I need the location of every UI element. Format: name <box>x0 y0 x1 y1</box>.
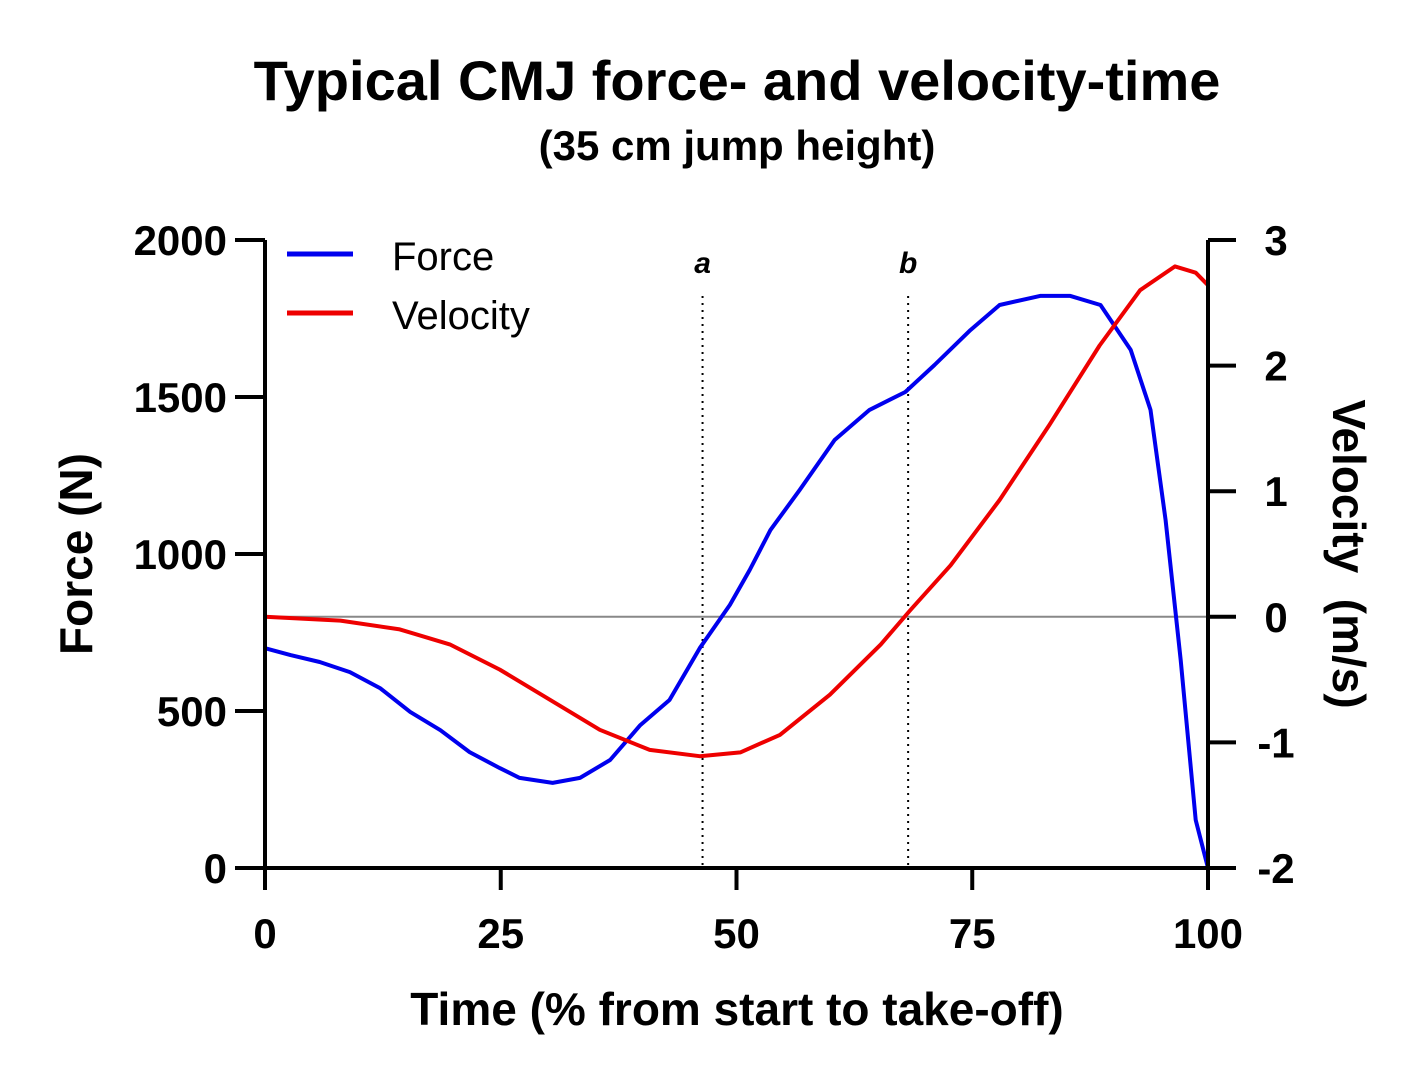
y-tick-label: 2000 <box>134 217 227 264</box>
x-axis-label: Time (% from start to take-off) <box>410 983 1063 1035</box>
chart-title: Typical CMJ force- and velocity-time <box>254 49 1221 112</box>
series-line-force <box>264 293 1210 869</box>
y2-tick-label: -2 <box>1257 845 1294 892</box>
legend-label-force: Force <box>392 235 494 279</box>
y-axis-label: Force (N) <box>50 453 102 655</box>
x-tick-label: 25 <box>477 910 524 957</box>
y2-axis-label: Velocity (m/s) <box>1323 399 1375 708</box>
series-line-velocity <box>264 264 1210 759</box>
legend-label-velocity: Velocity <box>392 294 530 338</box>
y2-tick-label: 1 <box>1264 468 1287 515</box>
x-tick-label: 50 <box>713 910 760 957</box>
x-tick-label: 0 <box>253 910 276 957</box>
marker-label-b: b <box>899 247 917 280</box>
y2-tick-label: 0 <box>1264 594 1287 641</box>
y2-tick-label: 2 <box>1264 343 1287 390</box>
y2-tick-label: -1 <box>1257 719 1294 766</box>
y-tick-label: 500 <box>157 688 227 735</box>
legend: Force Velocity <box>287 235 530 338</box>
y-tick-label: 1500 <box>134 374 227 421</box>
y-tick-label: 1000 <box>134 531 227 578</box>
y-tick-label: 0 <box>204 845 227 892</box>
x-tick-label: 100 <box>1173 910 1243 957</box>
x-tick-label: 75 <box>949 910 996 957</box>
chart-subtitle: (35 cm jump height) <box>539 122 936 169</box>
y2-tick-label: 3 <box>1264 217 1287 264</box>
marker-label-a: a <box>694 247 711 280</box>
